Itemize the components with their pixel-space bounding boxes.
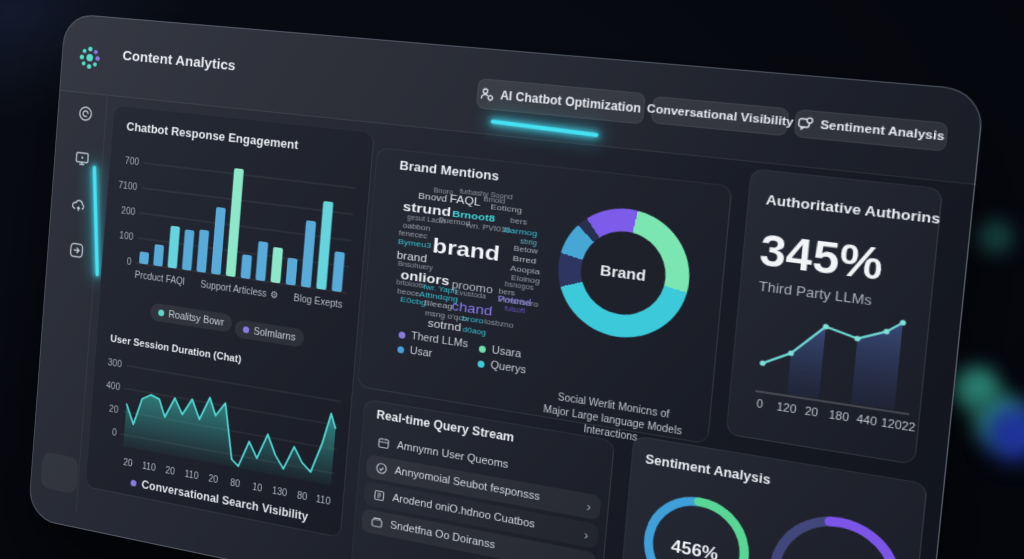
svg-text:180: 180: [828, 408, 849, 424]
svg-text:20: 20: [109, 403, 119, 415]
svg-text:110: 110: [184, 468, 199, 481]
svg-text:7100: 7100: [118, 179, 138, 192]
svg-text:80: 80: [230, 477, 241, 490]
svg-text:700: 700: [125, 155, 140, 167]
svg-text:440: 440: [856, 413, 878, 429]
svg-text:0: 0: [126, 256, 132, 267]
svg-text:400: 400: [106, 380, 121, 393]
svg-text:100: 100: [119, 230, 134, 243]
svg-text:0: 0: [112, 427, 118, 438]
svg-text:130: 130: [272, 485, 288, 499]
svg-text:20: 20: [165, 465, 176, 478]
svg-text:456%: 456%: [670, 537, 719, 559]
svg-text:20: 20: [804, 405, 819, 419]
svg-text:0: 0: [756, 397, 764, 410]
svg-text:80: 80: [297, 490, 308, 503]
svg-text:110: 110: [142, 460, 156, 473]
svg-text:10: 10: [252, 481, 263, 494]
svg-text:120: 120: [776, 400, 797, 415]
svg-text:20: 20: [123, 456, 133, 468]
svg-text:⚙: ⚙: [270, 289, 279, 301]
svg-text:20: 20: [208, 473, 219, 486]
svg-text:200: 200: [121, 205, 136, 218]
svg-text:110: 110: [315, 493, 331, 507]
svg-text:300: 300: [108, 357, 123, 370]
svg-text:12022: 12022: [880, 416, 916, 434]
